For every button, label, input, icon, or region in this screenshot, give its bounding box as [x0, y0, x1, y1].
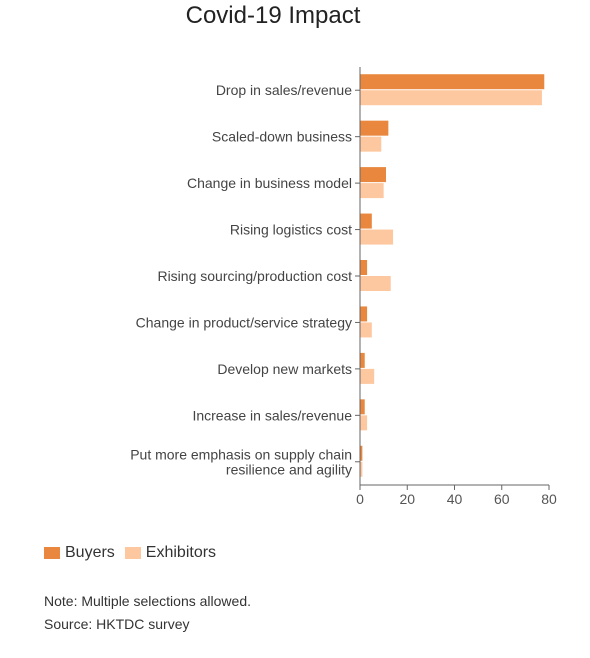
bar-buyers-8: [360, 399, 365, 415]
legend-label-exhibitors: Exhibitors: [145, 544, 217, 561]
bar-exhibitors-1: [360, 90, 542, 106]
bar-buyers-9: [360, 445, 363, 461]
category-label-9-line-1: Put more emphasis on supply chain: [130, 446, 352, 462]
category-label-9-line-2: resilience and agility: [226, 461, 352, 477]
category-label-1: Drop in sales/revenue: [216, 82, 352, 98]
bar-buyers-1: [360, 74, 545, 90]
chart-title: Covid-19 Impact: [185, 2, 361, 29]
bar-exhibitors-3: [360, 183, 384, 199]
legend-swatch-buyers: [44, 547, 60, 559]
category-label-3: Change in business model: [187, 175, 352, 191]
bar-exhibitors-4: [360, 229, 394, 245]
legend-item-exhibitors: Exhibitors: [124, 544, 217, 562]
bar-buyers-5: [360, 260, 368, 275]
bar-exhibitors-9: [360, 461, 363, 477]
legend-label-buyers: Buyers: [65, 544, 115, 561]
legend-swatch-exhibitors: [124, 547, 141, 559]
x-tick-label-40: 40: [447, 491, 463, 507]
legend-item-buyers: Buyers: [44, 544, 115, 562]
category-label-8: Increase in sales/revenue: [192, 407, 352, 423]
category-label-4: Rising logistics cost: [230, 222, 352, 238]
x-tick-label-80: 80: [541, 491, 557, 507]
chart-note: Note: Multiple selections allowed.: [44, 593, 251, 609]
bar-exhibitors-7: [360, 368, 375, 384]
bar-buyers-7: [360, 352, 365, 368]
bar-chart: Drop in sales/revenue Scaled-down busines…: [130, 67, 557, 507]
bar-exhibitors-5: [360, 276, 391, 291]
bar-buyers-2: [360, 120, 389, 136]
bar-exhibitors-6: [360, 322, 372, 338]
legend: Buyers Exhibitors: [44, 544, 226, 562]
category-label-6: Change in product/service strategy: [136, 314, 352, 330]
x-tick-label-60: 60: [494, 491, 510, 507]
chart-source: Source: HKTDC survey: [44, 616, 190, 632]
category-label-2: Scaled-down business: [212, 129, 352, 145]
bar-buyers-4: [360, 213, 372, 229]
category-label-5: Rising sourcing/production cost: [157, 268, 352, 284]
x-tick-label-0: 0: [356, 491, 364, 507]
bar-exhibitors-2: [360, 136, 382, 152]
bar-buyers-6: [360, 306, 368, 322]
category-label-7: Develop new markets: [217, 361, 352, 377]
x-tick-label-20: 20: [399, 491, 415, 507]
bar-buyers-3: [360, 167, 386, 183]
bar-exhibitors-8: [360, 415, 368, 431]
